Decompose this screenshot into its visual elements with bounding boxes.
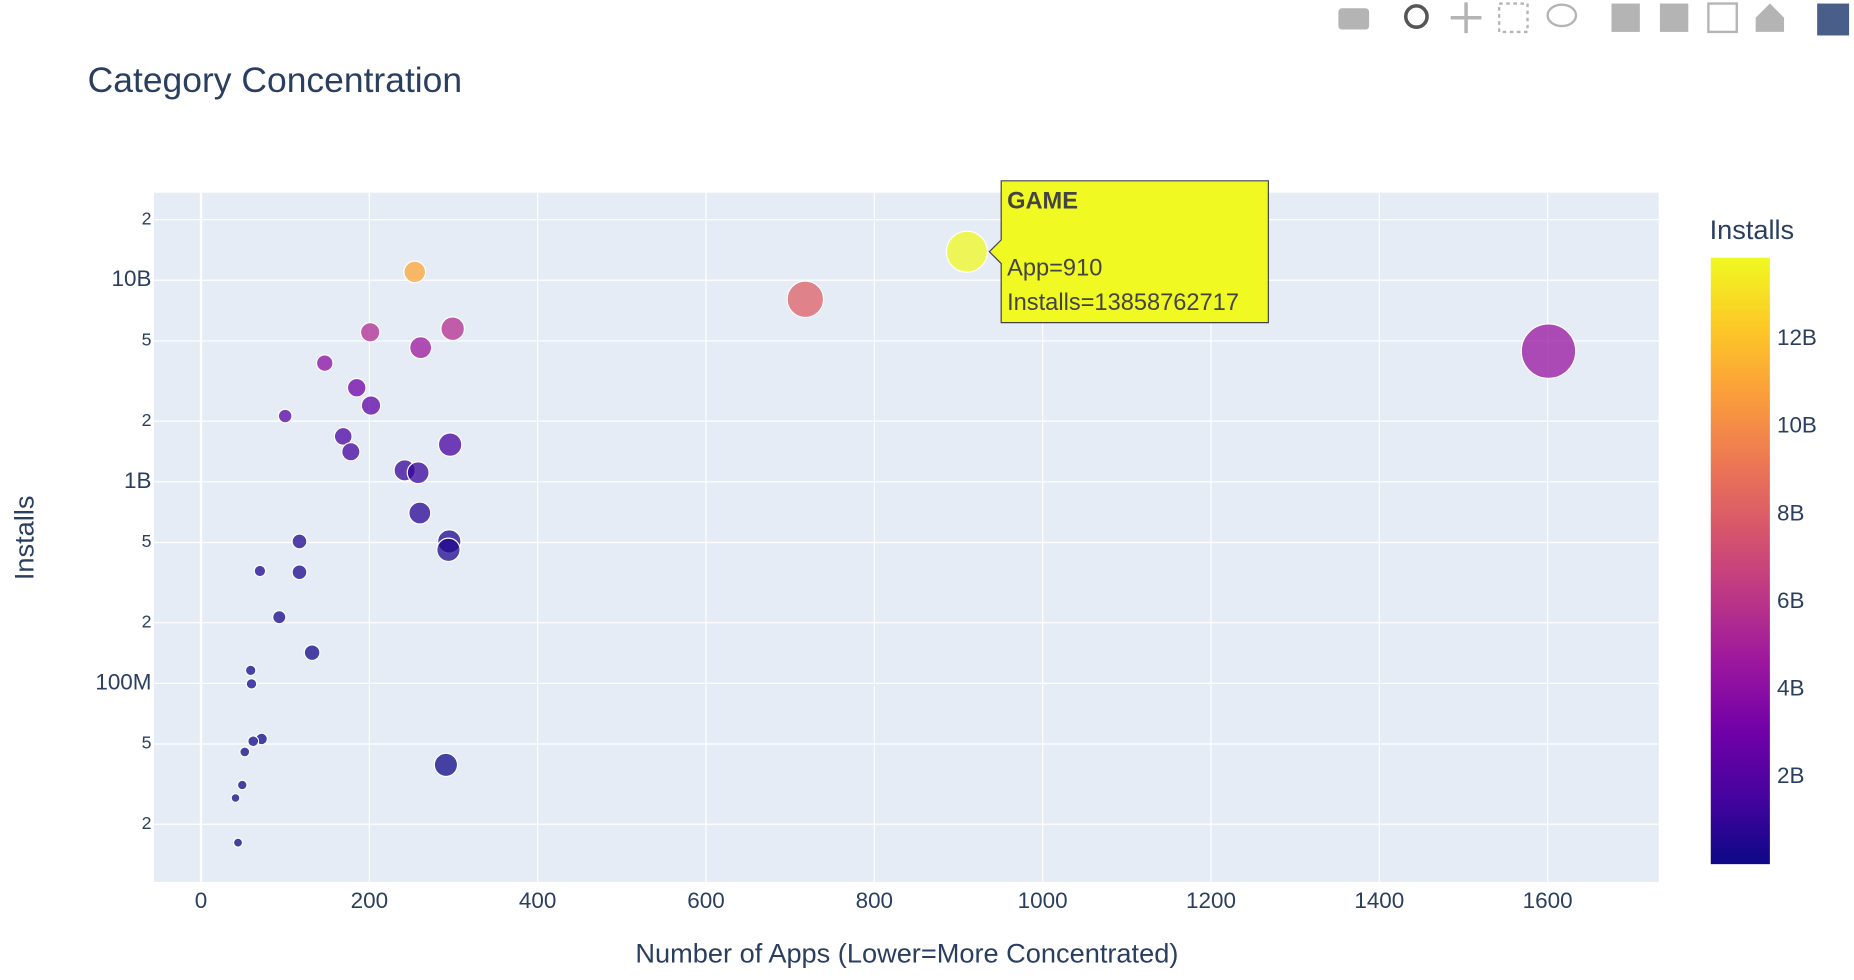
bubble [315,354,334,372]
bubble [232,837,244,848]
bubble [433,752,459,778]
y-tick-label: 2 [142,611,152,631]
pan-button[interactable] [1450,2,1482,34]
bubble [945,230,989,273]
tooltip-title: GAME [1007,188,1078,214]
x-tick-label: 400 [519,888,556,913]
bubble [1520,323,1577,379]
zoom-out-button[interactable] [1659,3,1689,32]
y-tick-label: 100M [95,669,151,694]
plot-area [153,192,1659,882]
plotly-logo[interactable] [1817,3,1850,36]
box-select-button[interactable] [1497,2,1529,34]
camera-button[interactable] [1338,8,1370,30]
x-tick-label: 1000 [1018,888,1068,913]
colorbar-tick-label: 2B [1777,763,1804,788]
x-tick-label: 200 [351,888,388,913]
bubble [786,280,825,319]
bubble [239,746,251,758]
x-tick-label: 600 [687,888,724,913]
bubble [409,336,433,360]
bubble [291,533,308,550]
y-tick-label: 5 [142,733,152,753]
x-axis-title: Number of Apps (Lower=More Concentrated) [635,937,1178,968]
chart-title: Category Concentration [88,60,462,100]
autoscale-button[interactable] [1707,2,1738,34]
y-tick-label: 2 [142,813,152,833]
y-tick-label: 5 [142,330,152,350]
colorbar [1710,257,1770,865]
bubble [291,564,308,581]
colorbar-tick-label: 8B [1777,500,1804,525]
bubble [406,461,430,485]
x-tick-label: 1600 [1523,888,1573,913]
tooltip-line: App=910 [1007,256,1102,282]
bubble [408,501,432,525]
bubble [440,316,466,342]
bubble [333,426,353,446]
colorbar-tick-label: 6B [1777,588,1804,613]
x-tick-label: 0 [195,888,208,913]
bubble [346,377,367,398]
y-tick-label: 2 [142,208,152,228]
y-tick-label: 5 [142,531,152,551]
bubble [360,395,382,416]
y-tick-label: 1B [124,468,151,493]
bubble [230,793,241,803]
colorbar-tick-label: 4B [1777,676,1804,701]
colorbar-tick-label: 12B [1777,325,1817,350]
y-tick-label: 2 [142,410,152,430]
bubble [341,442,361,462]
y-tick-label: 10B [112,266,152,291]
bubble [247,735,260,748]
bubble [244,664,257,677]
x-tick-label: 800 [856,888,893,913]
tooltip-line: Installs=13858762717 [1007,290,1239,316]
lasso-button[interactable] [1546,3,1578,28]
bubble [359,322,381,343]
y-axis-title: Installs [8,496,39,581]
bubble [403,260,427,284]
colorbar-tick-label: 10B [1777,413,1817,438]
bubble [436,537,461,563]
tooltip-box [988,180,1269,324]
bubble [245,678,258,690]
x-tick-label: 1200 [1186,888,1236,913]
bubble [272,610,287,625]
bubble [236,779,248,791]
bubble [437,432,463,457]
colorbar-title: Installs [1710,214,1795,245]
toolbar [1338,2,1850,36]
reset-button[interactable] [1755,3,1785,32]
bubble [303,644,321,662]
zoom-button[interactable] [1403,4,1429,29]
x-tick-label: 1400 [1354,888,1404,913]
bubble [253,564,267,578]
zoom-in-button[interactable] [1611,3,1640,32]
bubble [277,408,293,424]
